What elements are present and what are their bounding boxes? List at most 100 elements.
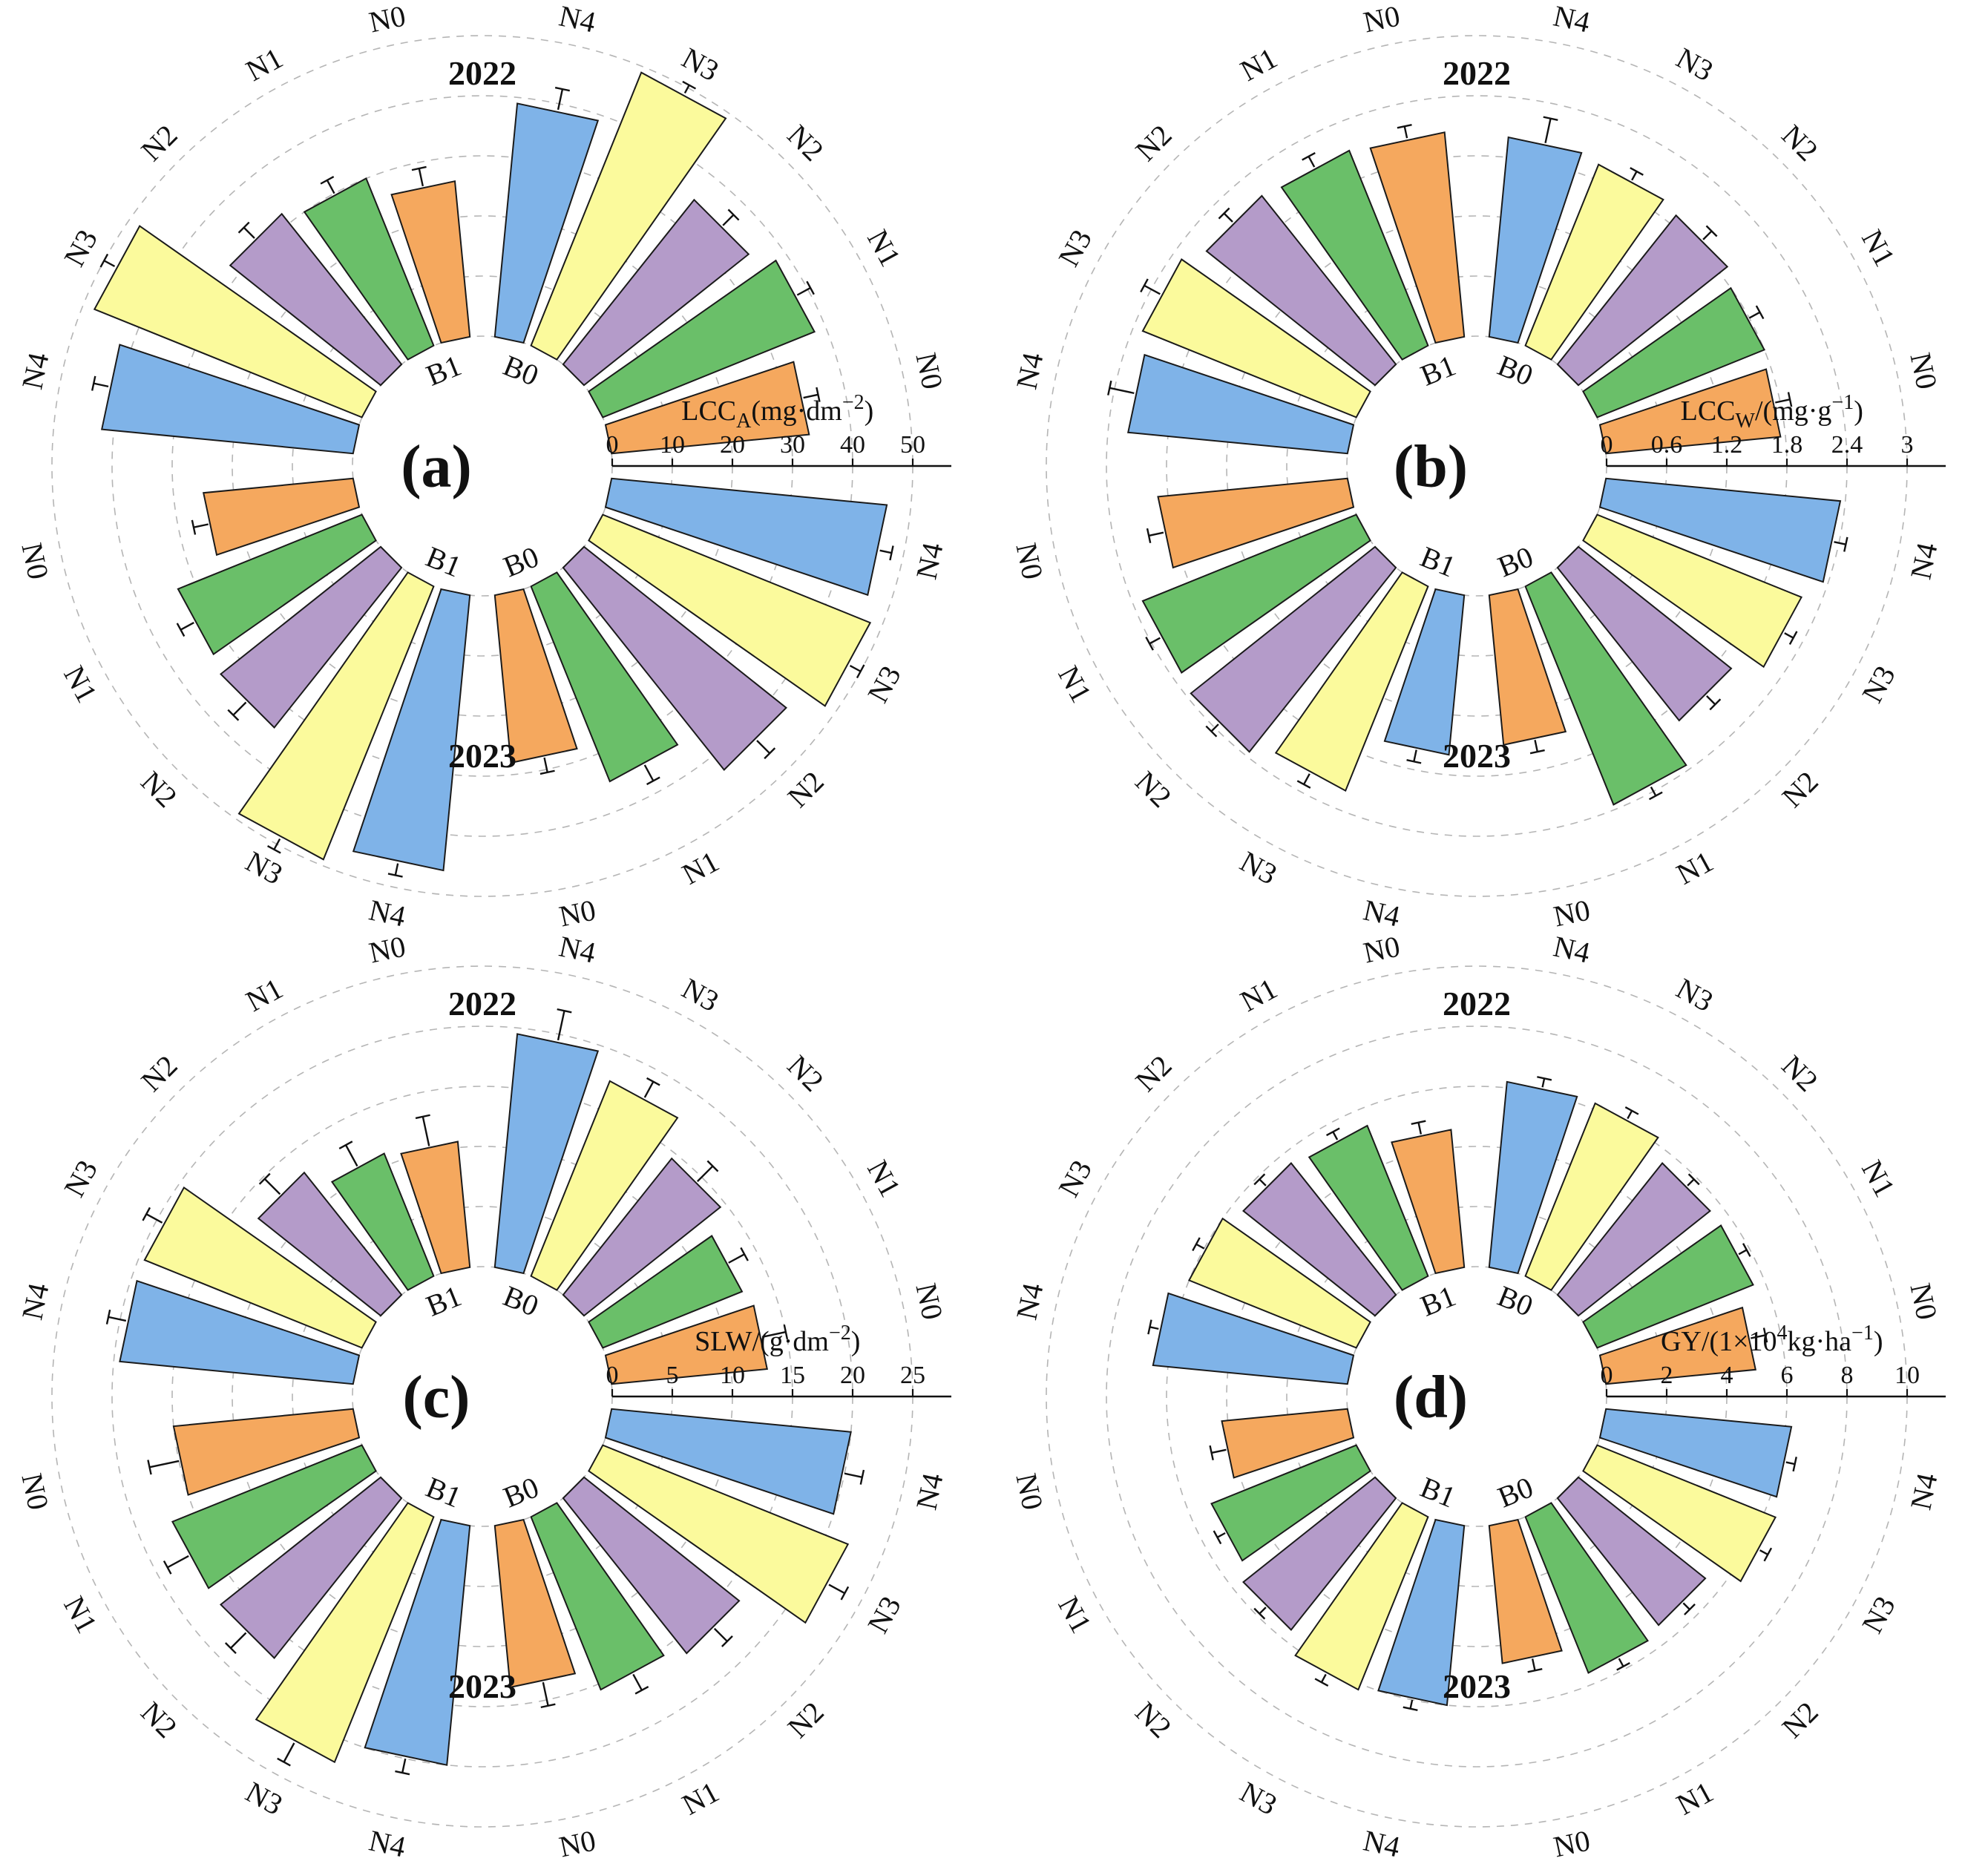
n-label-2023-B1-N1: N1 bbox=[1052, 660, 1098, 708]
axis-tick-label: 4 bbox=[1721, 1362, 1733, 1389]
axis-tick-label: 2 bbox=[1661, 1362, 1673, 1389]
n-label-2023-B1-N3: N3 bbox=[240, 1775, 288, 1822]
n-label-2023-B1-N4: N4 bbox=[1360, 893, 1403, 930]
bar-2022-B0-N2 bbox=[1556, 214, 1729, 387]
n-label-2023-B0-N0: N0 bbox=[1551, 893, 1593, 930]
n-label-2023-B1-N3: N3 bbox=[1235, 844, 1282, 891]
n-label-2022-B1-N4: N4 bbox=[1009, 1280, 1049, 1322]
error-bar-2023-B0-N1 bbox=[1616, 1658, 1630, 1671]
error-bar-2022-B1-N4 bbox=[1107, 380, 1135, 395]
radial-axis: 0 5 10 15 20 25 SLW/(g·dm−2) bbox=[606, 1322, 951, 1398]
error-bar-2022-B0-N3 bbox=[643, 1077, 660, 1098]
axis-tick-label: 0 bbox=[1601, 1362, 1613, 1389]
axis-tick-label: 8 bbox=[1841, 1362, 1854, 1389]
error-bar-2023-B0-N0 bbox=[539, 757, 555, 775]
bar-2023-B1-N1 bbox=[171, 1444, 377, 1589]
error-bar-2022-B1-N3 bbox=[99, 253, 116, 268]
error-bar-2022-B1-N4 bbox=[105, 1309, 127, 1325]
polar-chart-a: N0 N1 N2 N3 N4 B0 N0 N1 N2 N3 N4 B1 N0 N1 N2 N3 N4 B1 N0 N1… bbox=[0, 0, 994, 930]
radial-axis: 0 2 4 6 8 10 GY/(1×104kg·ha−1) bbox=[1601, 1322, 1946, 1398]
n-label-2022-B1-N0: N0 bbox=[366, 0, 408, 39]
axis-tick-label: 0 bbox=[606, 431, 619, 459]
n-label-2023-B0-N1: N1 bbox=[677, 844, 724, 891]
radial-axis: 0 0.6 1.2 1.8 2.4 3 LCCW/(mg·g−1) bbox=[1601, 391, 1946, 467]
axis-tick-label: 0.6 bbox=[1651, 431, 1683, 459]
bar-2022-B0-N1 bbox=[1582, 286, 1766, 419]
n-label-2022-B1-N2: N2 bbox=[134, 1048, 183, 1097]
group-label-2023-B1: B1 bbox=[1416, 539, 1460, 583]
bar-2022-B0-N2 bbox=[1556, 1162, 1711, 1317]
error-bar-2023-B1-N1 bbox=[176, 621, 194, 637]
n-label-2023-B0-N3: N3 bbox=[861, 660, 908, 708]
n-label-2022-B0-N1: N1 bbox=[1855, 1155, 1902, 1202]
bar-2023-B1-N3 bbox=[1274, 571, 1429, 792]
error-bar-2023-B1-N1 bbox=[1145, 637, 1161, 651]
error-bar-2022-B1-N0 bbox=[1397, 124, 1412, 139]
error-bar-2022-B1-N1 bbox=[1302, 151, 1316, 168]
n-label-2023-B1-N3: N3 bbox=[1235, 1775, 1282, 1822]
n-label-2023-B0-N4: N4 bbox=[1903, 540, 1943, 582]
n-label-2022-B0-N0: N0 bbox=[1903, 1280, 1943, 1322]
bar-2023-B1-N4 bbox=[1383, 588, 1466, 756]
n-label-2022-B1-N1: N1 bbox=[240, 41, 288, 88]
group-label-2022-B0: B0 bbox=[499, 1279, 543, 1322]
error-bar-2022-B1-N3 bbox=[1192, 1237, 1205, 1252]
n-label-2022-B0-N4: N4 bbox=[557, 930, 599, 970]
n-label-2023-B0-N3: N3 bbox=[1855, 660, 1902, 708]
error-bar-2022-B0-N2 bbox=[1702, 225, 1718, 240]
bar-2022-B0-N3 bbox=[530, 71, 727, 361]
n-label-2022-B0-N3: N3 bbox=[1671, 971, 1719, 1018]
n-label-2022-B0-N4: N4 bbox=[1551, 0, 1593, 39]
n-label-2023-B0-N3: N3 bbox=[861, 1591, 908, 1638]
error-bar-2023-B1-N4 bbox=[1403, 1699, 1418, 1712]
error-bar-2023-B1-N0 bbox=[191, 519, 209, 535]
n-label-2023-B1-N4: N4 bbox=[1360, 1823, 1403, 1861]
n-label-2023-B1-N0: N0 bbox=[1009, 1471, 1049, 1513]
error-bar-2023-B0-N3 bbox=[1784, 631, 1798, 646]
bar-2022-B0-N0 bbox=[604, 1304, 769, 1385]
group-label-2023-B0: B0 bbox=[1493, 539, 1538, 583]
bar-2023-B0-N2 bbox=[562, 545, 787, 771]
n-label-2023-B1-N4: N4 bbox=[366, 1823, 408, 1861]
bar-2022-B0-N3 bbox=[530, 1080, 679, 1291]
n-label-2023-B1-N1: N1 bbox=[57, 660, 104, 708]
bar-2023-B0-N4 bbox=[604, 477, 888, 597]
n-label-2022-B1-N1: N1 bbox=[1235, 971, 1282, 1018]
axis-tick-label: 2.4 bbox=[1831, 431, 1863, 459]
bar-2022-B1-N4 bbox=[1152, 1292, 1355, 1385]
n-label-2023-B1-N2: N2 bbox=[1129, 764, 1178, 813]
bar-2022-B0-N4 bbox=[1488, 1080, 1578, 1275]
bar-2022-B0-N3 bbox=[1524, 163, 1664, 361]
error-bar-2023-B1-N2 bbox=[227, 701, 247, 721]
bar-2023-B1-N0 bbox=[172, 1408, 361, 1496]
bar-2022-B1-N4 bbox=[100, 344, 361, 455]
group-label-2023-B1: B1 bbox=[421, 1470, 466, 1514]
error-bar-2022-B0-N0 bbox=[761, 1325, 789, 1340]
bar-2023-B0-N4 bbox=[1598, 1408, 1793, 1498]
bar-2022-B1-N3 bbox=[93, 225, 377, 419]
bar-2023-B0-N0 bbox=[1488, 588, 1567, 746]
n-label-2022-B0-N0: N0 bbox=[909, 1280, 949, 1322]
bar-2023-B1-N0 bbox=[1221, 1408, 1355, 1479]
n-label-2022-B0-N3: N3 bbox=[677, 971, 724, 1018]
bar-2023-B1-N1 bbox=[1210, 1444, 1371, 1562]
n-label-2022-B1-N4: N4 bbox=[1009, 349, 1049, 392]
bar-2022-B1-N0 bbox=[1391, 1129, 1466, 1275]
n-label-2023-B1-N1: N1 bbox=[57, 1591, 104, 1638]
error-bar-2023-B0-N1 bbox=[1648, 787, 1663, 801]
bar-2023-B0-N1 bbox=[1524, 1502, 1649, 1674]
panel-letter-a: (a) bbox=[401, 433, 472, 500]
bar-2022-B1-N1 bbox=[1280, 149, 1429, 361]
error-bar-2022-B1-N2 bbox=[258, 1172, 281, 1195]
axis-tick-label: 10 bbox=[1894, 1362, 1920, 1389]
year-label-bottom: 2023 bbox=[448, 737, 516, 775]
n-label-2023-B0-N0: N0 bbox=[557, 893, 599, 930]
axis-tick-label: 15 bbox=[780, 1362, 805, 1389]
error-bar-2022-B0-N0 bbox=[803, 387, 821, 402]
year-label-top: 2022 bbox=[1443, 985, 1511, 1023]
n-label-2023-B1-N1: N1 bbox=[1052, 1591, 1098, 1638]
error-bar-2023-B1-N3 bbox=[1314, 1673, 1329, 1687]
axis-tick-label: 1.8 bbox=[1771, 431, 1803, 459]
group-label-2023-B0: B0 bbox=[1493, 1470, 1538, 1514]
error-bar-2023-B1-N4 bbox=[387, 863, 403, 878]
